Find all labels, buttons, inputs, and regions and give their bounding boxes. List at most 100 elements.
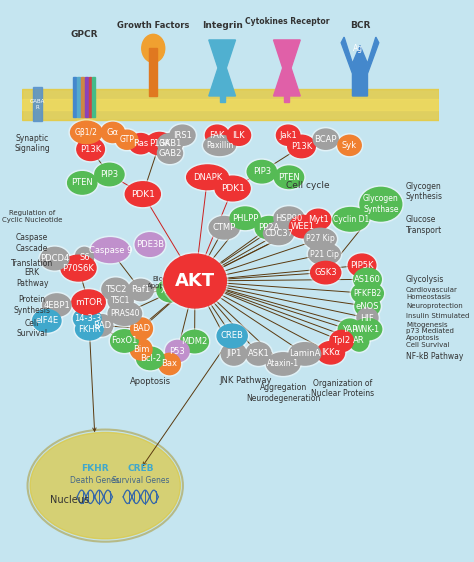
Ellipse shape [254, 215, 284, 241]
Text: CREB: CREB [221, 332, 244, 341]
Ellipse shape [274, 207, 304, 229]
Text: TSC1: TSC1 [111, 296, 130, 305]
Ellipse shape [287, 341, 322, 367]
Text: Glycogen
Synthesis: Glycogen Synthesis [406, 182, 443, 201]
Ellipse shape [276, 125, 300, 146]
Ellipse shape [337, 318, 363, 342]
Ellipse shape [272, 205, 306, 231]
Ellipse shape [187, 165, 228, 189]
Ellipse shape [338, 319, 362, 341]
Text: HSP90: HSP90 [275, 214, 302, 223]
Ellipse shape [204, 135, 236, 156]
Text: FAK: FAK [210, 131, 225, 140]
Text: Cell cycle: Cell cycle [286, 181, 329, 190]
Ellipse shape [354, 268, 381, 291]
Ellipse shape [265, 351, 301, 377]
Text: Aggregation
Neurodegeneration: Aggregation Neurodegeneration [246, 383, 320, 403]
Text: IKKα: IKKα [321, 348, 340, 357]
Text: ERK
Pathway: ERK Pathway [16, 269, 48, 288]
Text: P27 Kip: P27 Kip [306, 234, 335, 243]
Ellipse shape [134, 231, 166, 258]
Ellipse shape [107, 288, 135, 313]
Text: AR: AR [353, 337, 365, 346]
Text: HIF: HIF [361, 314, 374, 323]
Ellipse shape [358, 185, 403, 223]
Text: Caspase 9: Caspase 9 [89, 246, 132, 255]
Text: GSK3: GSK3 [314, 268, 337, 277]
Text: CDC37: CDC37 [264, 229, 293, 238]
Ellipse shape [309, 243, 340, 265]
Text: WEE1: WEE1 [291, 222, 315, 231]
Text: GPCR: GPCR [71, 30, 98, 39]
Ellipse shape [114, 129, 139, 151]
Ellipse shape [221, 343, 246, 365]
Text: Paxillin: Paxillin [206, 141, 233, 150]
Text: PRAS40: PRAS40 [110, 309, 140, 318]
Text: NF-kB Pathway: NF-kB Pathway [406, 352, 463, 361]
Text: Raf1: Raf1 [131, 285, 150, 294]
Text: Death Genes: Death Genes [70, 475, 119, 484]
Ellipse shape [244, 341, 273, 367]
Ellipse shape [317, 342, 345, 364]
Text: S6: S6 [79, 253, 90, 262]
Ellipse shape [219, 341, 248, 367]
Text: PIP5K: PIP5K [350, 261, 374, 270]
Ellipse shape [357, 308, 378, 328]
Ellipse shape [360, 187, 402, 221]
Ellipse shape [303, 226, 338, 251]
Text: Insulin Stimulated: Insulin Stimulated [406, 313, 469, 319]
Text: Glucose
Transport: Glucose Transport [406, 215, 442, 235]
Ellipse shape [266, 353, 300, 375]
Polygon shape [341, 37, 379, 96]
Ellipse shape [164, 339, 191, 364]
Ellipse shape [107, 300, 143, 327]
Text: Regulation of
Cyclic Nucleotide: Regulation of Cyclic Nucleotide [2, 210, 62, 223]
Text: P70S6K: P70S6K [63, 264, 94, 273]
Ellipse shape [216, 323, 249, 350]
Ellipse shape [162, 252, 228, 310]
Text: PDK1: PDK1 [131, 189, 155, 198]
Ellipse shape [128, 279, 153, 301]
Text: Jak1: Jak1 [279, 131, 297, 140]
Ellipse shape [288, 135, 315, 158]
Ellipse shape [131, 318, 153, 339]
Ellipse shape [75, 247, 93, 268]
Text: CREB: CREB [128, 464, 154, 473]
Text: WNK-1: WNK-1 [355, 325, 380, 334]
Text: eNOS: eNOS [356, 302, 379, 311]
Text: Glycogen
Synthase: Glycogen Synthase [363, 194, 399, 214]
Bar [284, 68, 290, 102]
Text: PDK1: PDK1 [221, 184, 245, 193]
Text: Caspase
Cascade: Caspase Cascade [16, 233, 48, 252]
Text: PIP3: PIP3 [100, 170, 118, 179]
Text: Growth Factors: Growth Factors [117, 21, 190, 30]
Ellipse shape [309, 260, 342, 285]
Ellipse shape [246, 343, 271, 365]
Ellipse shape [127, 278, 155, 302]
Text: AKT: AKT [175, 272, 215, 290]
Ellipse shape [179, 329, 210, 355]
Ellipse shape [346, 252, 377, 278]
Text: Synaptic
Signaling: Synaptic Signaling [14, 134, 50, 153]
Ellipse shape [39, 246, 71, 271]
Ellipse shape [247, 161, 276, 183]
Ellipse shape [73, 246, 95, 269]
Ellipse shape [275, 124, 301, 147]
Ellipse shape [348, 329, 370, 353]
Text: PTEN: PTEN [72, 178, 93, 187]
Ellipse shape [40, 247, 69, 270]
Bar [77, 76, 80, 117]
Ellipse shape [288, 214, 319, 239]
Polygon shape [209, 40, 236, 96]
Ellipse shape [68, 171, 97, 194]
Ellipse shape [352, 266, 383, 292]
Ellipse shape [353, 294, 382, 319]
Ellipse shape [110, 330, 138, 352]
Text: GTP: GTP [119, 135, 134, 144]
Ellipse shape [77, 138, 104, 161]
Text: BCR: BCR [350, 21, 370, 30]
Ellipse shape [185, 164, 230, 191]
Text: Cardiovascular
Homeostasis: Cardiovascular Homeostasis [406, 287, 458, 300]
Ellipse shape [70, 288, 107, 316]
Text: GAB1: GAB1 [158, 139, 182, 148]
